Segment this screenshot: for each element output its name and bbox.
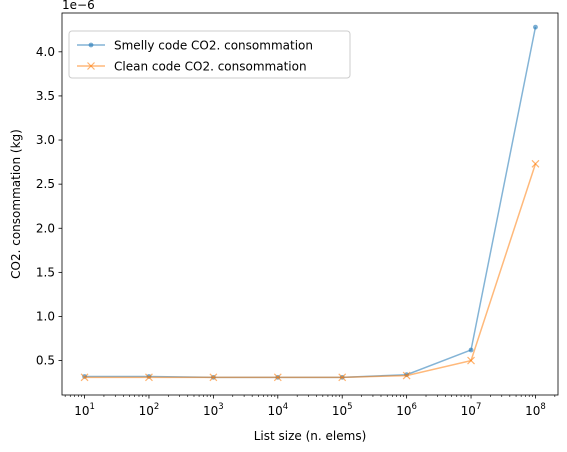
x-marker-stroke xyxy=(467,356,475,365)
x-marker-stroke xyxy=(145,373,153,382)
y-tick-label: 4.0 xyxy=(36,45,55,59)
legend-label: Smelly code CO2. consommation xyxy=(114,39,313,53)
series-1-point xyxy=(531,159,540,168)
y-tick-label: 2.5 xyxy=(36,177,55,191)
plot-area xyxy=(80,24,540,382)
legend-box xyxy=(68,30,351,79)
series-0-point xyxy=(468,347,474,353)
x-marker-stroke xyxy=(80,373,89,382)
x-tick-label: 106 xyxy=(396,402,417,418)
legend: Smelly code CO2. consommation Clean code … xyxy=(68,30,351,79)
x-marker-stroke xyxy=(531,159,540,168)
series-1-point xyxy=(402,371,411,380)
y-axis-title: CO2. consommation (kg) xyxy=(9,129,23,279)
x-tick-label: 104 xyxy=(267,402,288,418)
y-axis-scale-offset: 1e−6 xyxy=(62,0,95,12)
legend-marker xyxy=(87,62,95,70)
y-tick-label: 3.0 xyxy=(36,133,55,147)
x-marker-stroke xyxy=(338,373,347,382)
y-tick-label: 3.5 xyxy=(36,89,55,103)
legend-label: Clean code CO2. consommation xyxy=(114,60,307,74)
series-1-point xyxy=(209,373,218,382)
x-tick-label: 103 xyxy=(203,402,224,418)
x-axis-title: List size (n. elems) xyxy=(254,429,367,443)
plot-frame xyxy=(61,12,559,396)
y-tick-label: 1.0 xyxy=(36,309,55,323)
x-tick-label: 102 xyxy=(139,402,160,418)
x-tick-label: 108 xyxy=(525,402,546,418)
y-tick-label: 0.5 xyxy=(36,354,55,368)
series-1-point xyxy=(80,373,89,382)
series-1-point xyxy=(145,373,153,382)
x-axis: 101 102 103 104 105 106 107 108 xyxy=(64,395,556,418)
x-tick-label: 101 xyxy=(74,402,95,418)
x-marker-stroke xyxy=(402,371,411,380)
x-marker-stroke xyxy=(209,373,218,382)
y-tick-label: 1.5 xyxy=(36,265,55,279)
x-tick-label: 107 xyxy=(461,402,482,418)
x-tick-label: 105 xyxy=(332,402,353,418)
x-marker-stroke xyxy=(273,373,282,382)
series-1-point xyxy=(467,356,475,365)
series-1-point xyxy=(273,373,282,382)
y-axis: 0.5 1.0 1.5 2.0 2.5 3.0 3.5 4.0 xyxy=(36,45,62,368)
legend-marker xyxy=(88,42,94,48)
series-1-point xyxy=(338,373,347,382)
y-tick-label: 2.0 xyxy=(36,221,55,235)
series-0-point xyxy=(533,24,538,30)
series-line-1 xyxy=(84,163,537,379)
